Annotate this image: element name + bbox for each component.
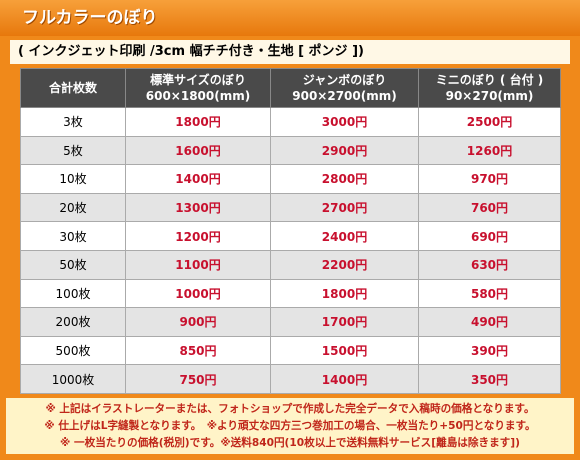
column-header: 合計枚数 [20, 68, 126, 108]
price-cell: 490円 [418, 307, 561, 337]
price-cell: 850円 [125, 335, 271, 366]
price-cell: 390円 [418, 335, 561, 366]
table-body: 3枚 1800円 3000円 2500円 5枚 1600円 2900円 1260円 10枚 140… [20, 107, 561, 394]
note: ※ 一枚当たりの価格(税別)です。※送料840円(10枚以上で送料無料サービス[… [60, 437, 520, 449]
price-cell: 750円 [125, 364, 271, 394]
header-line: 合計枚数 [48, 81, 97, 95]
price-cell: 1000円 [125, 278, 271, 309]
price-cell: 900円 [125, 307, 271, 337]
quantity-cell: 3枚 [20, 107, 126, 137]
price-cell: 2900円 [270, 135, 419, 166]
note: ※ 上記はイラストレーターまたは、フォトショップで作成した完全データで入稿時の価… [45, 403, 535, 415]
price-cell: 1600円 [125, 135, 271, 166]
quantity-cell: 500枚 [20, 335, 126, 366]
price-cell: 1800円 [270, 278, 419, 309]
quantity-cell: 1000枚 [20, 364, 126, 394]
table-row: 10枚 1400円 2800円 970円 [20, 164, 561, 194]
table-row: 50枚 1100円 2200円 630円 [20, 249, 561, 280]
header-line: 900×2700(mm) [292, 89, 397, 103]
price-cell: 1700円 [270, 307, 419, 337]
title: フルカラーのぼり [0, 0, 580, 36]
column-header: 標準サイズのぼり 600×1800(mm) [125, 68, 271, 108]
price-cell: 1200円 [125, 221, 271, 251]
notes: ※ 上記はイラストレーターまたは、フォトショップで作成した完全データで入稿時の価… [6, 398, 574, 454]
column-header: ジャンボのぼり 900×2700(mm) [270, 68, 419, 108]
quantity-cell: 5枚 [20, 135, 126, 166]
quantity-cell: 50枚 [20, 249, 126, 280]
price-cell: 1100円 [125, 249, 271, 280]
table-row: 100枚 1000円 1800円 580円 [20, 278, 561, 309]
price-table: 合計枚数 標準サイズのぼり 600×1800(mm) ジャンボのぼり 900×2700(… [20, 68, 561, 394]
price-cell: 1400円 [125, 164, 271, 194]
table-row: 500枚 850円 1500円 390円 [20, 335, 561, 366]
price-cell: 1500円 [270, 335, 419, 366]
price-cell: 760円 [418, 192, 561, 223]
header-line: ジャンボのぼり [302, 73, 387, 87]
column-header: ミニのぼり ( 台付 ) 90×270(mm) [418, 68, 561, 108]
header-row: 合計枚数 標準サイズのぼり 600×1800(mm) ジャンボのぼり 900×2700(… [20, 68, 561, 108]
price-cell: 1300円 [125, 192, 271, 223]
quantity-cell: 200枚 [20, 307, 126, 337]
price-cell: 2200円 [270, 249, 419, 280]
price-cell: 970円 [418, 164, 561, 194]
quantity-cell: 30枚 [20, 221, 126, 251]
quantity-cell: 20枚 [20, 192, 126, 223]
price-cell: 350円 [418, 364, 561, 394]
table-row: 3枚 1800円 3000円 2500円 [20, 107, 561, 137]
table-row: 1000枚 750円 1400円 350円 [20, 364, 561, 394]
price-cell: 2400円 [270, 221, 419, 251]
header-line: 90×270(mm) [445, 89, 534, 103]
quantity-cell: 100枚 [20, 278, 126, 309]
price-cell: 2500円 [418, 107, 561, 137]
header-line: 600×1800(mm) [145, 89, 251, 103]
table-row: 200枚 900円 1700円 490円 [20, 307, 561, 337]
table-row: 20枚 1300円 2700円 760円 [20, 192, 561, 223]
header-line: 標準サイズのぼり [150, 73, 246, 87]
price-cell: 580円 [418, 278, 561, 309]
price-cell: 1800円 [125, 107, 271, 137]
price-cell: 3000円 [270, 107, 419, 137]
price-cell: 2800円 [270, 164, 419, 194]
price-cell: 1260円 [418, 135, 561, 166]
subtitle: ( インクジェット印刷 /3cm 幅チチ付き・生地 [ ポンジ ]) [10, 40, 570, 64]
header-line: ミニのぼり ( 台付 ) [435, 73, 544, 87]
quantity-cell: 10枚 [20, 164, 126, 194]
price-cell: 690円 [418, 221, 561, 251]
table-row: 30枚 1200円 2400円 690円 [20, 221, 561, 251]
note: ※ 仕上げはL字縫製となります。 ※より頑丈な四方三つ巻加工の場合、一枚当たり+… [44, 420, 536, 432]
price-cell: 1400円 [270, 364, 419, 394]
price-cell: 630円 [418, 249, 561, 280]
price-cell: 2700円 [270, 192, 419, 223]
table-row: 5枚 1600円 2900円 1260円 [20, 135, 561, 166]
